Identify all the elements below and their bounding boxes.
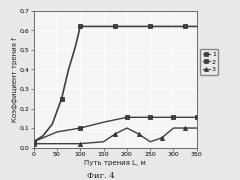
Text: Фиг. 4: Фиг. 4	[87, 172, 115, 180]
Y-axis label: Коэффициент трения f: Коэффициент трения f	[12, 37, 18, 122]
Legend: 1, 2, 3: 1, 2, 3	[200, 49, 218, 75]
X-axis label: Путь трения L, м: Путь трения L, м	[84, 159, 146, 166]
